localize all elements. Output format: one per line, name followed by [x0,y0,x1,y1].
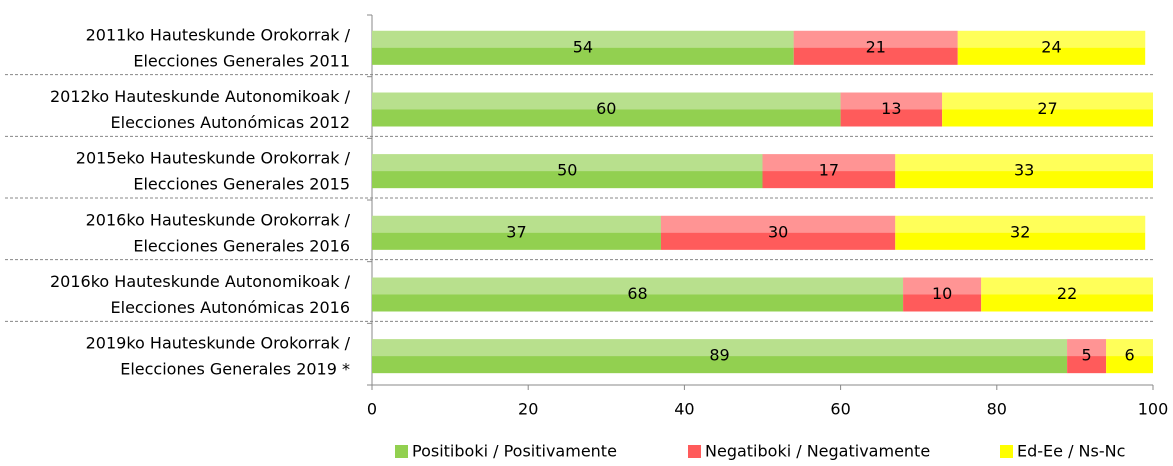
bar-segment [942,92,1153,127]
bar-shine [372,92,841,110]
data-label: 54 [573,37,593,56]
bar-shine [372,30,794,48]
bar-segment [981,277,1153,312]
bar-segment [372,339,1068,374]
x-tick-label: 0 [367,400,377,419]
data-label: 68 [627,284,647,303]
bar-segment [762,154,896,189]
bar-shine [372,277,904,295]
bar-shine [942,92,1153,110]
category-label: Elecciones Autonómicas 2016 [111,298,350,317]
data-label: 22 [1057,284,1077,303]
data-label: 24 [1041,37,1061,56]
data-label: 27 [1037,99,1057,118]
x-tick-label: 40 [674,400,694,419]
bar-shine [957,30,1146,48]
x-tick-label: 60 [830,400,850,419]
bar-shine [1106,339,1153,357]
data-label: 89 [709,346,729,365]
category-label: 2016ko Hauteskunde Autonomikoak / [50,272,351,291]
bar-shine [660,215,896,233]
bar-shine [840,92,943,110]
legend-swatch [395,445,408,458]
category-label: 2012ko Hauteskunde Autonomikoak / [50,87,351,106]
category-label: 2011ko Hauteskunde Orokorrak / [86,25,351,44]
data-label: 13 [881,99,901,118]
legend-swatch [1000,445,1013,458]
bar-shine [895,215,1146,233]
bar-segment [372,215,661,250]
bar-shine [895,154,1153,172]
bar-shine [372,154,763,172]
data-label: 17 [819,161,839,180]
data-label: 21 [866,37,886,56]
data-label: 32 [1010,222,1030,241]
category-label: Elecciones Generales 2016 [133,236,350,255]
bar-shine [1067,339,1107,357]
category-label: Elecciones Generales 2019 * [120,360,350,379]
x-tick-label: 80 [987,400,1007,419]
bar-segment [957,30,1146,65]
bar-shine [981,277,1153,295]
category-label: 2019ko Hauteskunde Orokorrak / [86,334,351,353]
x-tick-label: 100 [1138,400,1169,419]
legend-label: Ed-Ee / Ns-Nc [1017,442,1125,461]
bar-shine [762,154,896,172]
legend-swatch [688,445,701,458]
data-label: 37 [506,222,526,241]
category-label: 2016ko Hauteskunde Orokorrak / [86,210,351,229]
bar-segment [840,92,943,127]
bar-shine [793,30,958,48]
category-label: Elecciones Autonómicas 2012 [111,113,350,132]
bar-segment [372,277,904,312]
bar-segment [372,30,794,65]
category-label: Elecciones Generales 2015 [133,175,350,194]
data-label: 50 [557,161,577,180]
bar-shine [903,277,982,295]
data-label: 60 [596,99,616,118]
bar-segment [895,215,1146,250]
category-label: Elecciones Generales 2011 [133,51,350,70]
bar-shine [372,215,661,233]
legend-label: Positiboki / Positivamente [412,442,617,461]
bar-segment [1067,339,1107,374]
bar-segment [372,154,763,189]
bar-segment [1106,339,1153,374]
x-tick-label: 20 [518,400,538,419]
bar-segment [660,215,896,250]
data-label: 10 [932,284,952,303]
data-label: 33 [1014,161,1034,180]
data-label: 5 [1082,346,1092,365]
bar-shine [372,339,1068,357]
bar-segment [903,277,982,312]
bar-segment [793,30,958,65]
bar-segment [372,92,841,127]
category-label: 2015eko Hauteskunde Orokorrak / [76,149,351,168]
data-label: 30 [768,222,788,241]
bar-segment [895,154,1153,189]
data-label: 6 [1124,346,1134,365]
legend-label: Negatiboki / Negativamente [705,442,930,461]
